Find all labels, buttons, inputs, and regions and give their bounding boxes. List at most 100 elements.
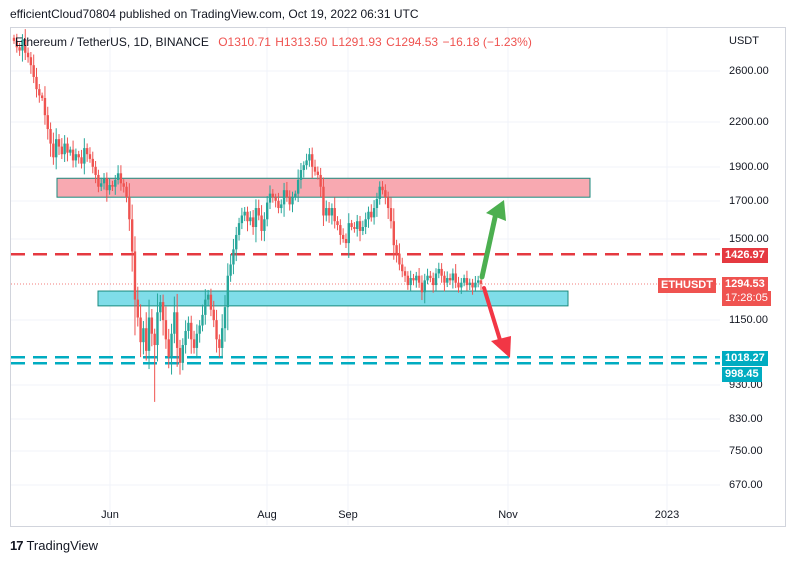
- candle-body: [235, 234, 238, 250]
- candle-body: [370, 211, 373, 218]
- candle-body: [243, 211, 246, 216]
- candle-body: [156, 312, 159, 346]
- candle-body: [406, 275, 410, 286]
- candle-body: [305, 160, 308, 166]
- price-tick: 1500.00: [729, 233, 769, 245]
- candle-body: [350, 223, 353, 228]
- candle-body: [150, 317, 154, 334]
- candle-body: [443, 275, 446, 283]
- candle-body: [218, 339, 221, 348]
- candle-body: [327, 208, 331, 216]
- candle-body: [32, 65, 35, 77]
- candle-body: [367, 211, 370, 220]
- candle-body: [52, 143, 55, 158]
- candle-body: [392, 221, 395, 246]
- candle-body: [147, 317, 151, 351]
- candle-body: [173, 312, 176, 334]
- candle-body: [119, 173, 123, 184]
- candle-body: [336, 221, 339, 226]
- candle-body: [97, 174, 100, 187]
- candle-body: [209, 294, 213, 310]
- symbol-name[interactable]: Ethereum / TetherUS, 1D, BINANCE: [15, 35, 209, 49]
- candle-body: [43, 98, 47, 116]
- candle-body: [462, 278, 466, 283]
- support-line-2-badge: 998.45: [722, 367, 762, 382]
- candle-body: [212, 309, 215, 321]
- plot-area: [11, 28, 720, 525]
- change-value: −16.18 (−1.23%): [442, 35, 532, 49]
- candle-body: [111, 185, 114, 187]
- candle-body: [195, 333, 199, 348]
- candle-body: [88, 154, 92, 159]
- candle-body: [384, 190, 387, 198]
- candle-body: [361, 227, 365, 231]
- brand-name: TradingView: [26, 538, 99, 553]
- last-price-badge: 1294.53: [722, 277, 768, 291]
- candle-body: [102, 178, 106, 184]
- candle-body: [353, 227, 356, 229]
- candle-body: [29, 57, 33, 66]
- candle-body: [271, 193, 275, 198]
- candle-body: [282, 190, 286, 205]
- candle-body: [49, 129, 52, 144]
- candle-body: [204, 299, 207, 315]
- candle-body: [240, 215, 244, 224]
- candle-body: [206, 294, 210, 300]
- candle-body: [116, 173, 120, 180]
- candle-body: [105, 178, 109, 191]
- candle-body: [85, 148, 89, 155]
- candle-body: [66, 143, 69, 153]
- candle-body: [403, 271, 407, 276]
- time-tick: 2023: [654, 509, 680, 521]
- countdown-badge: 17:28:05: [722, 291, 771, 306]
- candle-body: [364, 219, 367, 228]
- candle-body: [454, 273, 457, 283]
- candle-body: [125, 186, 128, 198]
- candle-body: [476, 280, 480, 283]
- candle-body: [302, 165, 305, 171]
- price-tick: 670.00: [729, 479, 763, 491]
- price-tick: 2200.00: [729, 116, 769, 128]
- candle-body: [21, 39, 24, 51]
- candle-body: [142, 328, 145, 343]
- candle-body: [263, 219, 266, 231]
- candle-body: [260, 215, 263, 231]
- publisher-line: efficientCloud70804 published on Trading…: [10, 7, 419, 21]
- candle-body: [429, 275, 432, 279]
- close-value: C1294.53: [386, 35, 439, 49]
- candle-body: [395, 245, 398, 254]
- time-tick: Jun: [101, 509, 119, 521]
- candle-body: [378, 186, 381, 199]
- candle-body: [474, 282, 477, 288]
- candle-body: [122, 183, 125, 187]
- tradingview-logo[interactable]: 17 TradingView: [10, 538, 98, 553]
- candle-body: [130, 219, 134, 252]
- candle-body: [417, 275, 421, 283]
- candle-body: [398, 253, 401, 265]
- candle-body: [333, 208, 336, 222]
- candle-body: [446, 278, 449, 283]
- candle-body: [60, 146, 64, 155]
- candle-body: [69, 149, 72, 153]
- candle-body: [145, 328, 148, 351]
- candle-body: [311, 154, 314, 167]
- ticker-badge: ETHUSDT: [658, 278, 716, 293]
- candle-body: [299, 170, 303, 180]
- support-zone: [97, 290, 569, 307]
- candle-body: [277, 200, 280, 209]
- candle-body: [420, 282, 424, 293]
- candle-body: [74, 154, 78, 161]
- candle-body: [35, 76, 38, 90]
- resistance-line-price-badge: 1426.97: [722, 248, 768, 263]
- candle-body: [136, 299, 139, 318]
- candle-body: [479, 280, 483, 284]
- chart-frame[interactable]: [10, 27, 786, 527]
- candle-body: [237, 223, 241, 235]
- candle-body: [220, 328, 224, 348]
- candle-body: [448, 278, 452, 281]
- tradingview-icon: 17: [10, 538, 24, 553]
- candle-body: [347, 223, 350, 244]
- candle-body: [18, 47, 21, 51]
- candle-body: [170, 333, 173, 357]
